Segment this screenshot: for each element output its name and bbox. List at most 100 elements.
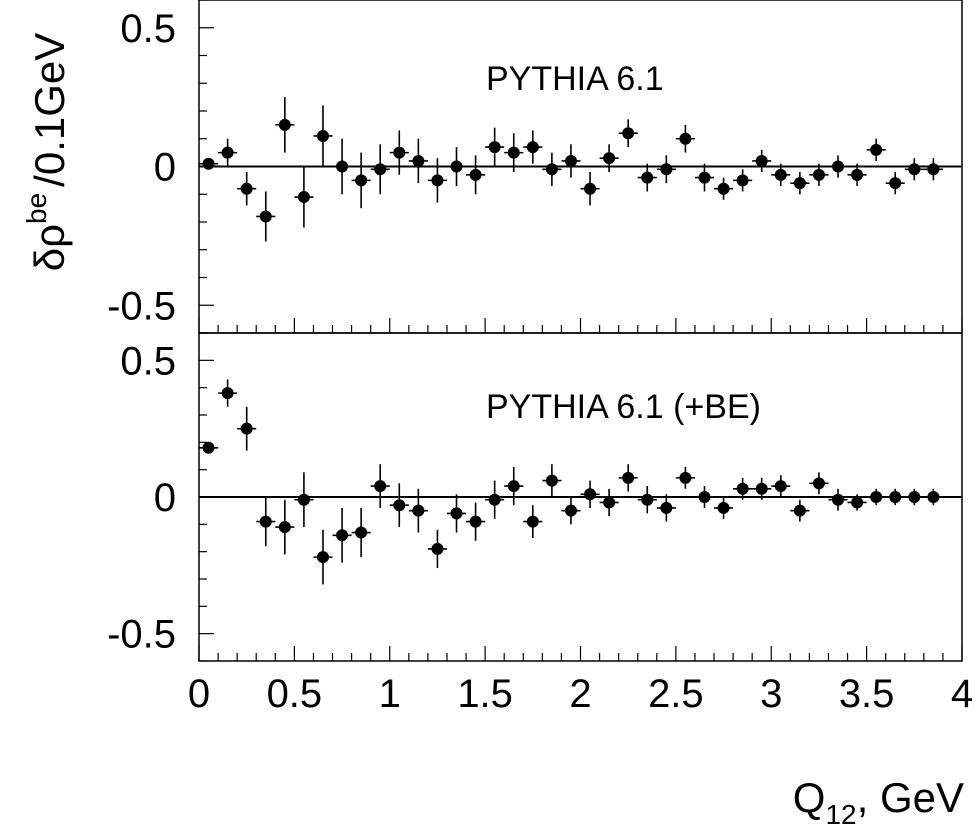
data-point xyxy=(523,505,543,538)
data-marker xyxy=(316,129,329,142)
panel-2: 0.5 0 -0.5 0 0.5 1 1.5 2 2.5 3 3.5 4 PYTHIA 6.1 (+BE… xyxy=(107,332,973,716)
data-marker xyxy=(221,387,234,400)
data-point xyxy=(904,488,924,506)
x-ticks xyxy=(198,646,963,661)
data-marker xyxy=(774,480,787,493)
data-point xyxy=(561,497,581,525)
panel-annotation: PYTHIA 6.1 xyxy=(486,60,664,98)
data-marker xyxy=(584,488,597,501)
data-point xyxy=(389,130,409,175)
data-point xyxy=(923,158,943,181)
data-point xyxy=(275,97,295,153)
data-point xyxy=(694,163,715,192)
data-marker xyxy=(870,143,883,156)
data-point xyxy=(523,130,543,164)
data-marker xyxy=(793,177,806,190)
x-ticks xyxy=(198,318,963,333)
data-marker xyxy=(717,501,730,514)
data-point xyxy=(904,158,924,181)
data-marker xyxy=(297,493,310,506)
data-marker xyxy=(622,471,635,484)
data-point xyxy=(771,163,791,186)
x-tick-label: 1 xyxy=(379,672,401,716)
x-tick-label: 0 xyxy=(188,672,210,716)
data-point xyxy=(637,486,657,514)
x-axis-label: Q12, GeV xyxy=(793,774,964,830)
data-point xyxy=(885,488,905,506)
panel-1: 0.5 0 -0.5 PYTHIA 6.1 xyxy=(107,0,963,334)
y-tick-label: 0.5 xyxy=(120,7,176,51)
data-point xyxy=(218,379,238,407)
data-point xyxy=(599,144,619,173)
data-point xyxy=(389,483,409,528)
data-point xyxy=(218,138,238,167)
data-marker xyxy=(889,491,902,503)
data-point xyxy=(580,172,600,206)
data-point xyxy=(675,124,695,153)
data-marker xyxy=(278,118,291,131)
data-marker xyxy=(908,491,921,503)
data-marker xyxy=(641,493,654,506)
data-point xyxy=(332,138,352,195)
data-point xyxy=(275,499,295,555)
data-marker xyxy=(927,163,940,176)
data-point xyxy=(427,158,447,203)
data-point xyxy=(256,191,276,242)
x-tick-label: 3.5 xyxy=(839,672,895,716)
data-marker xyxy=(526,141,539,154)
data-point xyxy=(866,488,886,506)
data-marker xyxy=(564,154,577,167)
data-point xyxy=(313,529,333,585)
y-tick-label: 0 xyxy=(154,476,176,520)
data-point xyxy=(885,172,905,195)
data-point xyxy=(733,477,753,500)
data-marker xyxy=(889,177,902,190)
data-point xyxy=(485,480,505,519)
svg-text:Q12, GeV: Q12, GeV xyxy=(793,774,964,830)
data-point xyxy=(294,166,314,228)
data-marker xyxy=(297,191,310,204)
data-point xyxy=(446,147,467,186)
data-point xyxy=(427,529,447,569)
data-point xyxy=(809,472,829,495)
data-marker xyxy=(507,480,520,493)
data-point xyxy=(580,480,600,508)
data-marker xyxy=(603,152,616,165)
data-point xyxy=(790,172,810,195)
data-marker xyxy=(412,154,425,167)
x-tick-label: 2 xyxy=(569,672,591,716)
x-tick-label: 4 xyxy=(951,672,973,716)
data-point xyxy=(828,155,848,178)
data-point xyxy=(542,152,562,186)
data-marker xyxy=(526,515,539,528)
data-marker xyxy=(641,171,654,184)
data-marker xyxy=(812,168,825,181)
data-marker xyxy=(488,141,501,154)
data-point xyxy=(618,464,638,492)
data-point xyxy=(847,163,867,186)
data-marker xyxy=(374,480,387,493)
data-point xyxy=(752,149,772,173)
data-point xyxy=(408,488,428,533)
data-marker xyxy=(564,504,577,517)
data-marker xyxy=(603,496,616,509)
data-point xyxy=(694,486,715,508)
data-point xyxy=(446,494,467,533)
data-point xyxy=(504,466,524,506)
data-marker xyxy=(698,491,711,503)
data-point xyxy=(656,155,676,184)
y-axis-label: δρbe/0.1GeV xyxy=(21,33,73,272)
data-marker xyxy=(431,174,444,187)
x-tick-label: 1.5 xyxy=(457,672,513,716)
data-marker xyxy=(316,551,329,564)
data-marker xyxy=(584,182,597,195)
y-tick-label: 0.5 xyxy=(120,339,176,383)
data-point xyxy=(370,464,390,508)
data-point xyxy=(675,466,695,489)
data-marker xyxy=(622,127,635,140)
data-marker xyxy=(545,163,558,176)
y-tick-label: -0.5 xyxy=(107,284,176,328)
data-marker xyxy=(259,210,272,223)
data-marker xyxy=(851,168,864,181)
data-point xyxy=(714,177,734,200)
